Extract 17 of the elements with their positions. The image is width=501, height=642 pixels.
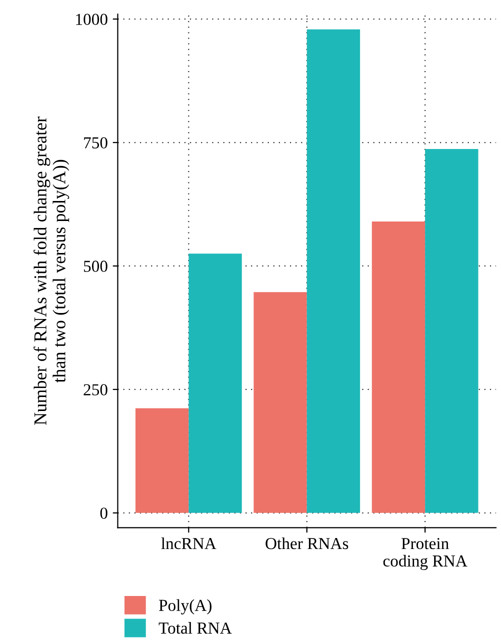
x-tick-label: lncRNA [161, 537, 216, 550]
bar [306, 29, 360, 513]
y-tick-label: 1000 [76, 14, 108, 26]
legend-label: Poly(A) [158, 599, 212, 614]
legend-label: Total RNA [158, 622, 232, 634]
bar [372, 222, 426, 513]
bar [254, 292, 307, 513]
bar [188, 254, 242, 513]
y-tick-label: 500 [84, 260, 108, 272]
bar [425, 148, 478, 513]
y-tick-label: 0 [100, 508, 108, 519]
x-tick-label: Protein coding RNA [383, 538, 468, 570]
y-tick-label: 250 [84, 384, 108, 396]
y-tick-label: 750 [84, 137, 108, 148]
bar [135, 408, 189, 513]
x-tick-label: Other RNAs [266, 537, 348, 550]
y-axis-title: Number of RNAs with fold change greater than two (total versus poly(A)) [34, 116, 70, 425]
